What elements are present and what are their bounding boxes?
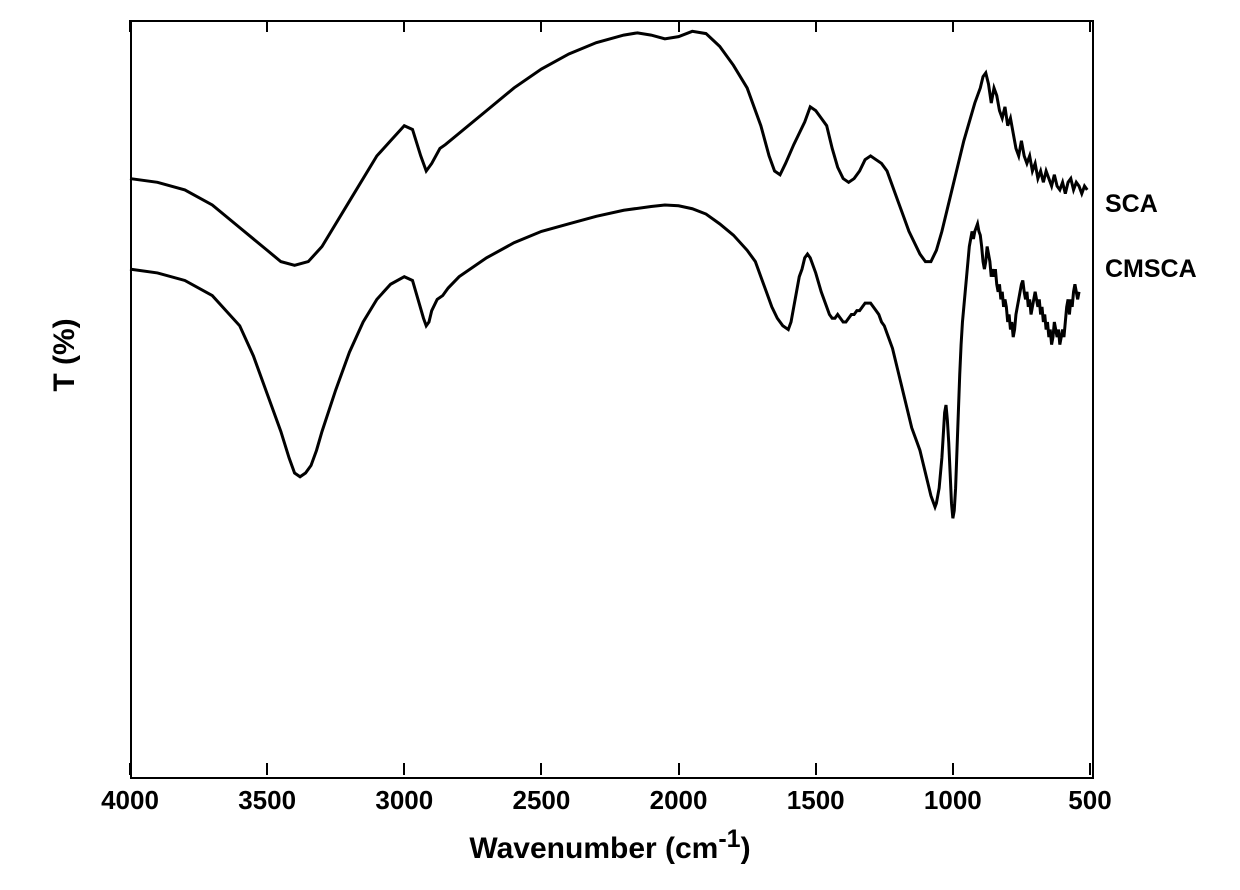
x-tick — [129, 763, 131, 775]
x-tick-top — [1089, 20, 1091, 32]
series-label-SCA: SCA — [1105, 190, 1158, 219]
x-tick-label: 4000 — [100, 785, 160, 816]
x-tick — [1089, 763, 1091, 775]
y-label-text: T (%) — [48, 318, 81, 391]
x-label-close: ) — [741, 832, 751, 865]
series-SCA — [130, 31, 1087, 265]
x-label-text: Wavenumber (cm — [469, 832, 718, 865]
x-tick — [540, 763, 542, 775]
chart-svg — [0, 0, 1240, 890]
x-tick-label: 500 — [1060, 785, 1120, 816]
x-tick-label: 2000 — [649, 785, 709, 816]
x-tick-top — [678, 20, 680, 32]
x-tick-label: 3000 — [374, 785, 434, 816]
x-tick-top — [266, 20, 268, 32]
x-tick-top — [815, 20, 817, 32]
series-label-CMSCA: CMSCA — [1105, 255, 1197, 284]
x-tick-label: 1500 — [786, 785, 846, 816]
x-tick-label: 2500 — [511, 785, 571, 816]
x-tick-top — [540, 20, 542, 32]
x-tick — [403, 763, 405, 775]
x-tick — [815, 763, 817, 775]
x-axis-label: Wavenumber (cm-1) — [450, 825, 770, 866]
x-tick-label: 3500 — [237, 785, 297, 816]
x-tick-top — [403, 20, 405, 32]
x-label-sup: -1 — [718, 825, 740, 853]
y-axis-label: T (%) — [48, 305, 82, 405]
x-tick — [266, 763, 268, 775]
x-tick-top — [952, 20, 954, 32]
x-tick — [678, 763, 680, 775]
x-tick-top — [129, 20, 131, 32]
x-tick — [952, 763, 954, 775]
ftir-chart: T (%) Wavenumber (cm-1) 4000 3500 3000 2500… — [0, 0, 1240, 890]
x-tick-label: 1000 — [923, 785, 983, 816]
